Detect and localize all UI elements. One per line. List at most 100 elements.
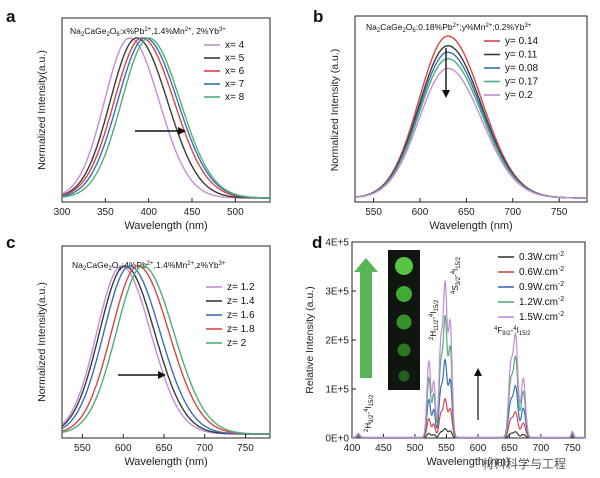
x-tick-label: 500 [227, 207, 244, 218]
series-line [352, 358, 585, 439]
y-tick-label: 1E+5 [325, 385, 349, 396]
x-tick-label: 750 [237, 443, 254, 454]
annotation-4s3: 4S3/2-4I15/2 [451, 256, 462, 294]
series-line [352, 398, 585, 439]
series-line [61, 37, 270, 199]
curves-d [352, 279, 585, 439]
series-line [61, 265, 270, 435]
legend-entry: z= 2 [227, 338, 247, 349]
x-tick-label: 700 [196, 443, 213, 454]
legend-entry: 0.9W.cm-2 [519, 281, 564, 293]
panel-label-b: b [313, 7, 323, 26]
x-tick-label: 400 [140, 207, 157, 218]
x-tick-label: 700 [533, 443, 550, 454]
x-tick-label: 600 [115, 443, 132, 454]
legend-entry: z= 1.6 [227, 310, 255, 321]
x-tick-label: 300 [54, 207, 71, 218]
y-axis-label-d: Relative Intensity (a.u.) [304, 286, 316, 393]
legend-entry: y= 0.14 [505, 36, 539, 47]
series-line [354, 67, 587, 199]
curves-b [354, 35, 587, 199]
x-tick-label: 750 [551, 207, 568, 218]
curves-a [61, 37, 270, 199]
x-tick-label: 400 [344, 443, 361, 454]
y-tick-label: 4E+5 [325, 238, 349, 249]
sample-photo-inset [388, 250, 420, 390]
sample-glow-4 [397, 343, 411, 357]
sample-glow-5 [398, 370, 410, 382]
chart-title-a: Na2CaGe2O6:x%Pb2+,1.4%Mn2+, 2%Yb3+ [70, 26, 226, 38]
x-axis-label-a: Wavelength (nm) [124, 220, 207, 232]
legend-entry: x= 4 [225, 40, 245, 51]
x-tick-label: 500 [407, 443, 424, 454]
series-line [352, 314, 585, 438]
x-axis-label-d: Wavelength (nm) [426, 456, 509, 468]
annotation-4f9: 4F9/2-4I15/2 [494, 326, 531, 337]
x-axis-label-c: Wavelength (nm) [124, 456, 207, 468]
sample-glow-3 [396, 314, 412, 330]
x-tick-label: 600 [470, 443, 487, 454]
legend-c: z= 1.2 z= 1.4 z= 1.6 z= 1.8 z= 2 [206, 282, 255, 349]
plot-frame-a [61, 17, 271, 203]
y-ticks-d: 0E+0 1E+5 2E+5 3E+5 4E+5 [325, 238, 356, 445]
y-tick-label: 3E+5 [325, 287, 349, 298]
arrow-head-a [178, 127, 186, 135]
annotation-2h9: 2H9/2-4I15/2 [364, 394, 375, 432]
legend-entry: 1.2W.cm-2 [519, 296, 564, 308]
x-tick-label: 450 [375, 443, 392, 454]
legend-d: 0.3W.cm-2 0.6W.cm-2 0.9W.cm-2 1.2W.cm-2 1.5W… [498, 251, 564, 323]
panel-label-d: d [312, 233, 322, 252]
plot-frame-b [354, 15, 588, 203]
legend-entry: x= 5 [225, 53, 245, 64]
legend-entry: z= 1.4 [227, 296, 255, 307]
series-line [61, 37, 270, 199]
panel-c: c Na2CaGe2O6:4%Pb2+,1.4%Mn2+,z%Yb3+ 550 6… [6, 233, 271, 468]
y-tick-label: 2E+5 [325, 336, 349, 347]
arrow-head-b [442, 90, 450, 98]
power-arrow-head [474, 368, 482, 376]
panel-b: b Na2CaGe2O6:0.18%Pb2+;y%Mn2+;0.2%Yb3+ 5… [313, 7, 588, 232]
x-ticks-b: 550 600 650 700 750 [365, 198, 568, 218]
x-tick-label: 350 [97, 207, 114, 218]
sample-glow-1 [395, 257, 413, 275]
x-ticks-c: 550 600 650 700 750 [74, 434, 254, 454]
y-axis-label-c: Normalized Intensity(a.u.) [36, 282, 48, 402]
intensity-gradient-arrow [354, 258, 378, 378]
curves-c [61, 265, 270, 435]
legend-b: y= 0.14 y= 0.11 y= 0.08 y= 0.17 y= 0.2 [484, 36, 539, 101]
x-tick-label: 550 [74, 443, 91, 454]
series-line [352, 279, 585, 438]
x-tick-label: 600 [412, 207, 429, 218]
series-line [61, 37, 270, 199]
plot-frame-c [61, 245, 271, 439]
x-ticks-a: 300 350 400 450 500 [54, 198, 244, 218]
legend-entry: y= 0.08 [505, 63, 539, 74]
x-tick-label: 550 [365, 207, 382, 218]
y-axis-label-a: Normalized Intensity(a.u.) [36, 50, 48, 170]
legend-entry: x= 8 [225, 92, 245, 103]
x-ticks-d: 400 450 500 550 600 650 700 750 [344, 434, 581, 454]
series-line [354, 35, 587, 199]
x-tick-label: 550 [438, 443, 455, 454]
legend-a: x= 4 x= 5 x= 6 x= 7 x= 8 [204, 40, 245, 103]
legend-entry: 0.3W.cm-2 [519, 251, 564, 263]
annotation-2h11: 2H11/2-4I15/2 [429, 299, 440, 340]
x-tick-label: 650 [501, 443, 518, 454]
sample-glow-2 [396, 286, 412, 302]
legend-entry: y= 0.11 [505, 50, 538, 61]
series-line [61, 265, 270, 435]
chart-title-b: Na2CaGe2O6:0.18%Pb2+;y%Mn2+;0.2%Yb3+ [366, 22, 532, 34]
legend-entry: y= 0.2 [505, 90, 533, 101]
x-tick-label: 650 [156, 443, 173, 454]
y-tick-label: 0E+0 [325, 434, 349, 445]
x-tick-label: 750 [564, 443, 581, 454]
x-tick-label: 700 [504, 207, 521, 218]
legend-entry: z= 1.8 [227, 324, 255, 335]
x-tick-label: 450 [184, 207, 201, 218]
panel-label-c: c [6, 233, 15, 252]
legend-entry: x= 6 [225, 66, 245, 77]
x-tick-label: 650 [458, 207, 475, 218]
arrow-head-c [158, 371, 166, 379]
legend-entry: 1.5W.cm-2 [519, 311, 564, 323]
